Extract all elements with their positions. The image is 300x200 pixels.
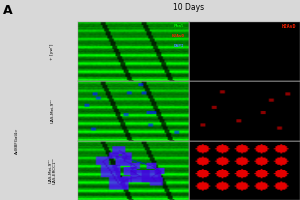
Text: UAS-Mei-9ᴺᴵᴵ
UAS-ERCC1ᴺᴵᴵ: UAS-Mei-9ᴺᴵᴵ UAS-ERCC1ᴺᴵᴵ: [48, 157, 57, 184]
Text: A: A: [3, 4, 13, 17]
Text: 10 Days: 10 Days: [173, 3, 205, 12]
Text: Phal: Phal: [174, 24, 184, 28]
Text: UAS-Mei-9ᴺᴵᴵ: UAS-Mei-9ᴺᴵᴵ: [50, 99, 55, 123]
Text: H2AvD: H2AvD: [281, 24, 296, 29]
Text: Acl88FGal4>: Acl88FGal4>: [14, 127, 19, 154]
Text: DAPI: DAPI: [174, 44, 184, 48]
Text: H2AvD: H2AvD: [171, 34, 184, 38]
Text: + [yw¹]: + [yw¹]: [50, 43, 55, 60]
